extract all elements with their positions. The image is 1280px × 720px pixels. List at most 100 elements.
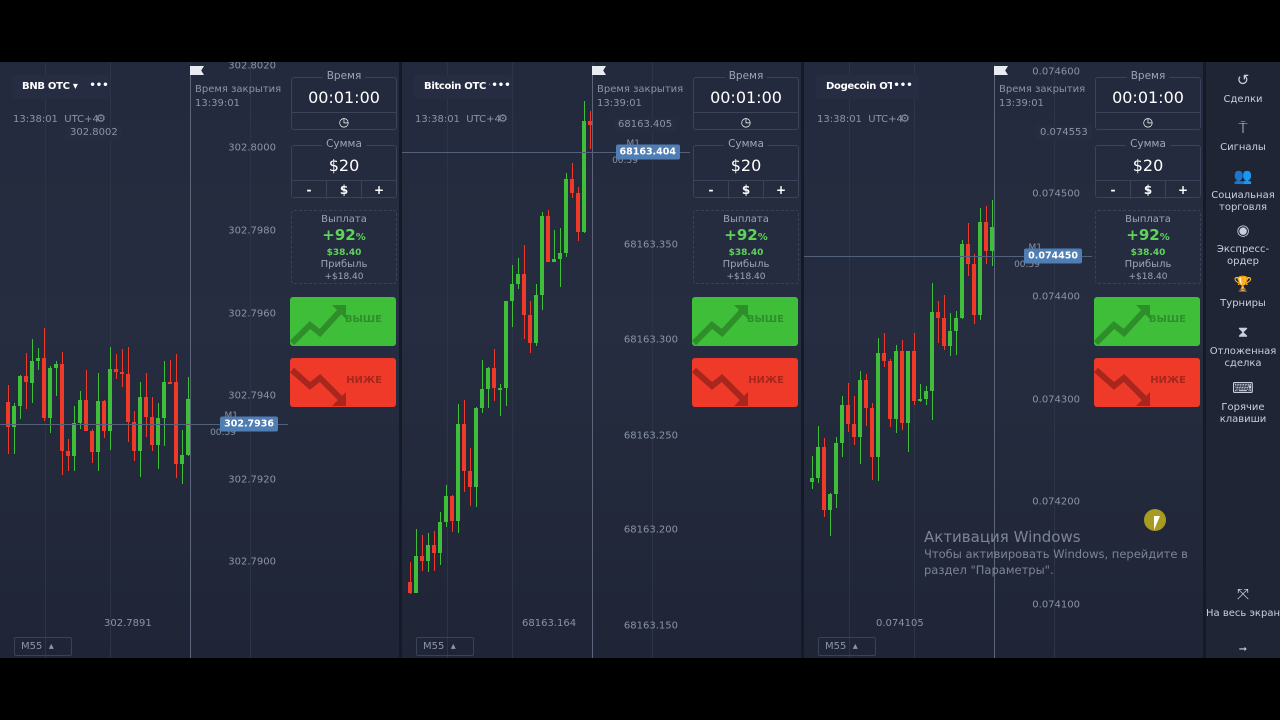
minus-button[interactable]: - <box>708 183 714 197</box>
candle-body <box>48 368 52 418</box>
plus-button[interactable]: + <box>763 181 798 199</box>
candle-body <box>414 555 418 593</box>
plus-button[interactable]: + <box>1165 181 1200 199</box>
candle <box>55 361 57 396</box>
sidebar-item-1[interactable]: ⍑ Сигналы <box>1206 121 1280 154</box>
trend-down-icon <box>290 367 346 406</box>
candle-body <box>816 446 820 479</box>
candle-body <box>564 178 568 253</box>
time-box: Время 00:01:00 ◷ <box>291 70 397 130</box>
candle-body <box>462 424 466 471</box>
candle-body <box>930 312 934 391</box>
sidebar-item-0[interactable]: ↺ Сделки <box>1206 73 1280 106</box>
candle-body <box>36 357 40 361</box>
server-clock: 13:38:01 UTC+4 <box>817 114 903 125</box>
trend-down-icon <box>1094 367 1150 406</box>
watermark-text: Чтобы активировать Windows, перейдите в … <box>924 547 1188 577</box>
clock-icon[interactable]: ◷ <box>740 115 752 129</box>
time-input[interactable]: 00:01:00 <box>710 88 782 107</box>
candle-body <box>480 389 484 408</box>
gear-icon[interactable]: ⚙ <box>96 112 106 125</box>
candle-body <box>84 399 88 431</box>
sidebar-item-4[interactable]: 🏆 Турниры <box>1206 277 1280 310</box>
chart-panel-2: Dogecoin OTC ▾ ••• 13:38:01 UTC+4 ⚙ 0.07… <box>804 62 1206 658</box>
lower-button[interactable]: НИЖЕ <box>1094 358 1200 407</box>
candle-body <box>180 454 184 465</box>
gear-icon[interactable]: ⚙ <box>900 112 910 125</box>
price-chart[interactable]: Dogecoin OTC ▾ ••• 13:38:01 UTC+4 ⚙ 0.07… <box>804 62 1092 658</box>
currency-button[interactable]: $ <box>1130 181 1165 199</box>
candle-body <box>552 259 556 263</box>
sidebar-item-3[interactable]: ◉ Экспресс-ордер <box>1206 221 1280 268</box>
watermark-title: Активация Windows <box>924 528 1081 546</box>
sidebar-item-label: Отложенная сделка <box>1209 346 1277 369</box>
candle-body <box>90 430 94 453</box>
gear-icon[interactable]: ⚙ <box>498 112 508 125</box>
candle-body <box>510 284 514 302</box>
candle-body <box>990 227 994 251</box>
candle-body <box>900 350 904 423</box>
time-input[interactable]: 00:01:00 <box>308 88 380 107</box>
candle-body <box>24 376 28 383</box>
asset-selector[interactable]: BNB OTC ▾ <box>12 75 88 99</box>
chart-menu-button[interactable]: ••• <box>490 75 512 99</box>
candle-body <box>852 424 856 438</box>
trend-up-icon <box>692 305 748 346</box>
grid-line <box>110 62 111 658</box>
arrow-right-icon[interactable]: ➞ <box>1238 644 1248 655</box>
candle-body <box>498 387 502 390</box>
mouse-cursor <box>1154 516 1160 530</box>
higher-button[interactable]: ВЫШЕ <box>1094 297 1200 346</box>
candle-body <box>906 350 910 423</box>
amount-input[interactable]: $20 <box>328 156 360 175</box>
minus-button[interactable]: - <box>306 183 312 197</box>
candle <box>121 348 123 388</box>
candle-body <box>504 301 508 388</box>
chart-menu-button[interactable]: ••• <box>88 75 110 99</box>
price-chart[interactable]: BNB OTC ▾ ••• 13:38:01 UTC+4 ⚙ 302.8002 … <box>0 62 288 658</box>
candle-body <box>840 404 844 444</box>
currency-button[interactable]: $ <box>326 181 361 199</box>
keyboard-icon: ⌨ <box>1232 379 1254 397</box>
lower-button[interactable]: НИЖЕ <box>692 358 798 407</box>
lower-button[interactable]: НИЖЕ <box>290 358 396 407</box>
minus-button[interactable]: - <box>1110 183 1116 197</box>
server-clock: 13:38:01 UTC+4 <box>415 114 501 125</box>
clock-icon[interactable]: ◷ <box>1142 115 1154 129</box>
candle-timer: 00:59 <box>612 156 638 166</box>
sidebar-item-label: Турниры <box>1220 298 1266 309</box>
fullscreen-button[interactable]: ⤧ На весь экран <box>1206 585 1280 620</box>
trade-panel: Время 00:01:00 ◷ Сумма $20 - $ + Выплата +… <box>288 62 402 658</box>
amount-box: Сумма $20 - $ + <box>291 138 397 199</box>
higher-button[interactable]: ВЫШЕ <box>290 297 396 346</box>
timeframe-button[interactable]: M55 ▴ <box>14 637 72 656</box>
price-chart[interactable]: Bitcoin OTC ▾ ••• 13:38:01 UTC+4 ⚙ 68163… <box>402 62 690 658</box>
amount-input[interactable]: $20 <box>1132 156 1164 175</box>
time-box: Время 00:01:00 ◷ <box>1095 70 1201 130</box>
candle-body <box>6 402 10 428</box>
clock-icon[interactable]: ◷ <box>338 115 350 129</box>
plus-button[interactable]: + <box>361 181 396 199</box>
sidebar-item-2[interactable]: 👥 Социальная торговля <box>1206 169 1280 214</box>
higher-button[interactable]: ВЫШЕ <box>692 297 798 346</box>
price-axis-label: 302.8000 <box>228 142 276 154</box>
currency-button[interactable]: $ <box>728 181 763 199</box>
timeframe-button[interactable]: M55 ▴ <box>818 637 876 656</box>
target-icon: ◉ <box>1236 221 1250 239</box>
sidebar-item-6[interactable]: ⌨ Горячие клавиши <box>1206 379 1280 426</box>
candle-body <box>894 350 898 419</box>
sidebar-item-5[interactable]: ⧗ Отложенная сделка <box>1206 325 1280 370</box>
candle-body <box>972 264 976 316</box>
trend-down-icon <box>692 367 748 406</box>
time-input[interactable]: 00:01:00 <box>1112 88 1184 107</box>
amount-input[interactable]: $20 <box>730 156 762 175</box>
price-axis-label: 0.074600 <box>1032 66 1080 78</box>
chart-panel-0: BNB OTC ▾ ••• 13:38:01 UTC+4 ⚙ 302.8002 … <box>0 62 402 658</box>
candle-body <box>150 416 154 446</box>
candle <box>829 493 831 537</box>
expiry-line <box>994 68 995 658</box>
candle-body <box>540 216 544 296</box>
timeframe-button[interactable]: M55 ▴ <box>416 637 474 656</box>
chevron-up-icon: ▴ <box>450 641 456 652</box>
chart-menu-button[interactable]: ••• <box>892 75 914 99</box>
